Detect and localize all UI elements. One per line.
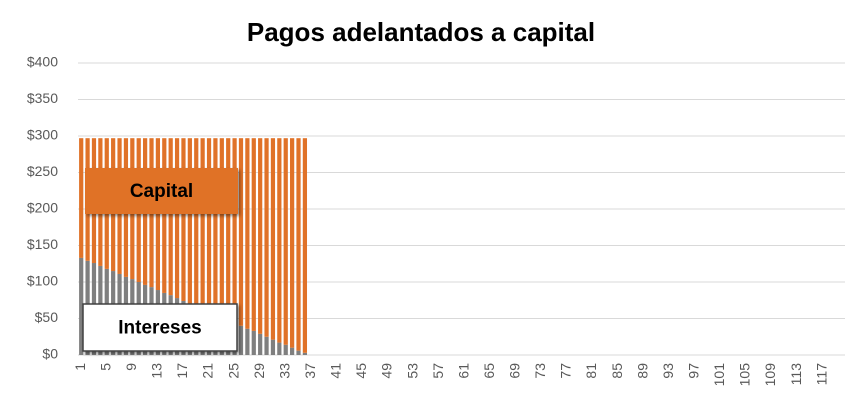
bar-segment [296,350,301,355]
bar-segment [264,336,269,355]
bar-segment [283,344,288,355]
x-tick-label: 113 [788,363,804,386]
bar-segment [245,328,250,355]
bar-segment [258,333,263,355]
x-tick-label: 17 [174,363,190,379]
x-tick-label: 49 [379,363,395,379]
bar-segment [270,339,276,355]
bar-segment [283,138,288,345]
chart-title: Pagos adelantados a capital [247,17,595,47]
x-tick-label: 69 [507,363,523,379]
y-tick-label: $0 [42,346,58,362]
bar-segment [290,347,295,355]
bar-segment [232,138,237,323]
bar-segment [270,138,276,340]
bar-segment [155,138,161,291]
x-tick-label: 5 [97,363,113,371]
bar-segment [174,138,180,299]
x-tick-label: 109 [762,363,778,387]
bar-segment [277,342,282,355]
x-tick-label: 13 [149,363,165,379]
x-tick-label: 65 [481,363,497,379]
bar-segment [258,138,263,334]
x-tick-label: 81 [583,363,599,379]
y-tick-label: $250 [27,163,58,179]
x-tick-label: 97 [685,363,701,379]
x-tick-label: 37 [302,363,318,379]
x-tick-label: 61 [455,363,471,379]
x-tick-label: 41 [328,363,344,379]
bar-segment [238,138,244,326]
legend-box [82,303,238,352]
y-tick-label: $50 [35,309,59,325]
x-tick-label: 85 [609,363,625,379]
x-tick-label: 105 [737,363,753,387]
bar-segment [206,138,212,312]
x-tick-label: 73 [532,363,548,379]
x-tick-label: 29 [251,363,267,379]
bar-segment [302,352,308,355]
bar-segment [296,138,301,351]
bar-segment [238,325,244,355]
x-tick-label: 77 [558,363,574,379]
bar-segment [200,138,205,310]
y-tick-label: $300 [27,127,58,143]
bar-segment [226,138,231,320]
x-tick-label: 45 [353,363,369,379]
x-tick-label: 101 [711,363,727,387]
y-tick-label: $200 [27,200,58,216]
bar-segment [290,138,295,348]
x-tick-label: 57 [430,363,446,379]
bar-segment [219,138,224,318]
x-tick-label: 93 [660,363,676,379]
x-tick-label: 53 [404,363,420,379]
y-tick-label: $350 [27,90,58,106]
bar-segment [168,138,173,296]
x-tick-label: 25 [225,363,241,379]
bar-segment [79,138,84,258]
legend-label: Intereses [118,318,201,339]
x-tick-label: 89 [634,363,650,379]
bar-segment [251,138,256,331]
x-tick-label: 117 [813,363,829,386]
bar-segment [194,138,199,307]
bar-segment [251,330,256,355]
bar-segment [181,138,186,301]
bar-segment [213,138,218,315]
bar-segment [245,138,250,329]
y-tick-label: $150 [27,236,58,252]
legend-label: Capital [130,181,193,202]
x-tick-label: 1 [72,363,88,371]
bar-segment [162,138,167,293]
x-tick-label: 9 [123,363,139,371]
y-tick-label: $400 [27,54,58,70]
bar-segment [277,138,282,343]
x-tick-label: 21 [200,363,216,379]
x-tick-label: 33 [276,363,292,379]
bar-segment [79,257,84,355]
legend-box [85,168,238,214]
y-tick-label: $100 [27,273,58,289]
bar-segment [187,138,192,304]
bar-segment [302,138,308,353]
bar-segment [264,138,269,337]
